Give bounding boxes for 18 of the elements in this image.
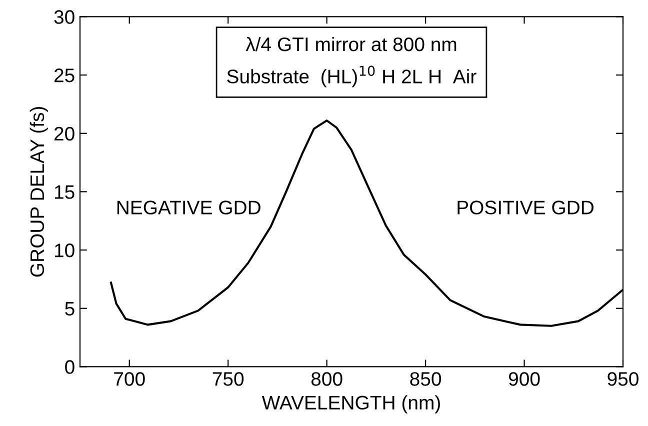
annotation: λ/4 GTI mirror at 800 nm Substrate (HL)$^{10}$ H 2L H Air (227, 36, 476, 88)
x-axis-title: WAVELENGTH (nm) (262, 395, 440, 414)
y-tick-label: 0 (65, 360, 74, 374)
annotation: POSITIVE GDD (458, 200, 594, 214)
x-tick-label: 900 (508, 372, 540, 386)
y-tick-label: 25 (54, 68, 74, 82)
y-tick-label: 5 (65, 302, 74, 316)
y-tick-label: 10 (54, 244, 74, 258)
y-axis-title: GROUP DELAY (fs) (30, 106, 48, 277)
x-tick-label: 700 (114, 372, 145, 386)
y-tick-label: 15 (54, 185, 74, 199)
x-tick-label: 750 (212, 372, 244, 386)
x-tick-label: 950 (608, 372, 638, 386)
annotation: NEGATIVE GDD (117, 200, 260, 214)
y-tick-label: 20 (54, 126, 74, 141)
x-tick-label: 850 (410, 372, 442, 386)
x-tick-label: 800 (311, 372, 342, 386)
y-tick-label: 30 (54, 10, 74, 24)
